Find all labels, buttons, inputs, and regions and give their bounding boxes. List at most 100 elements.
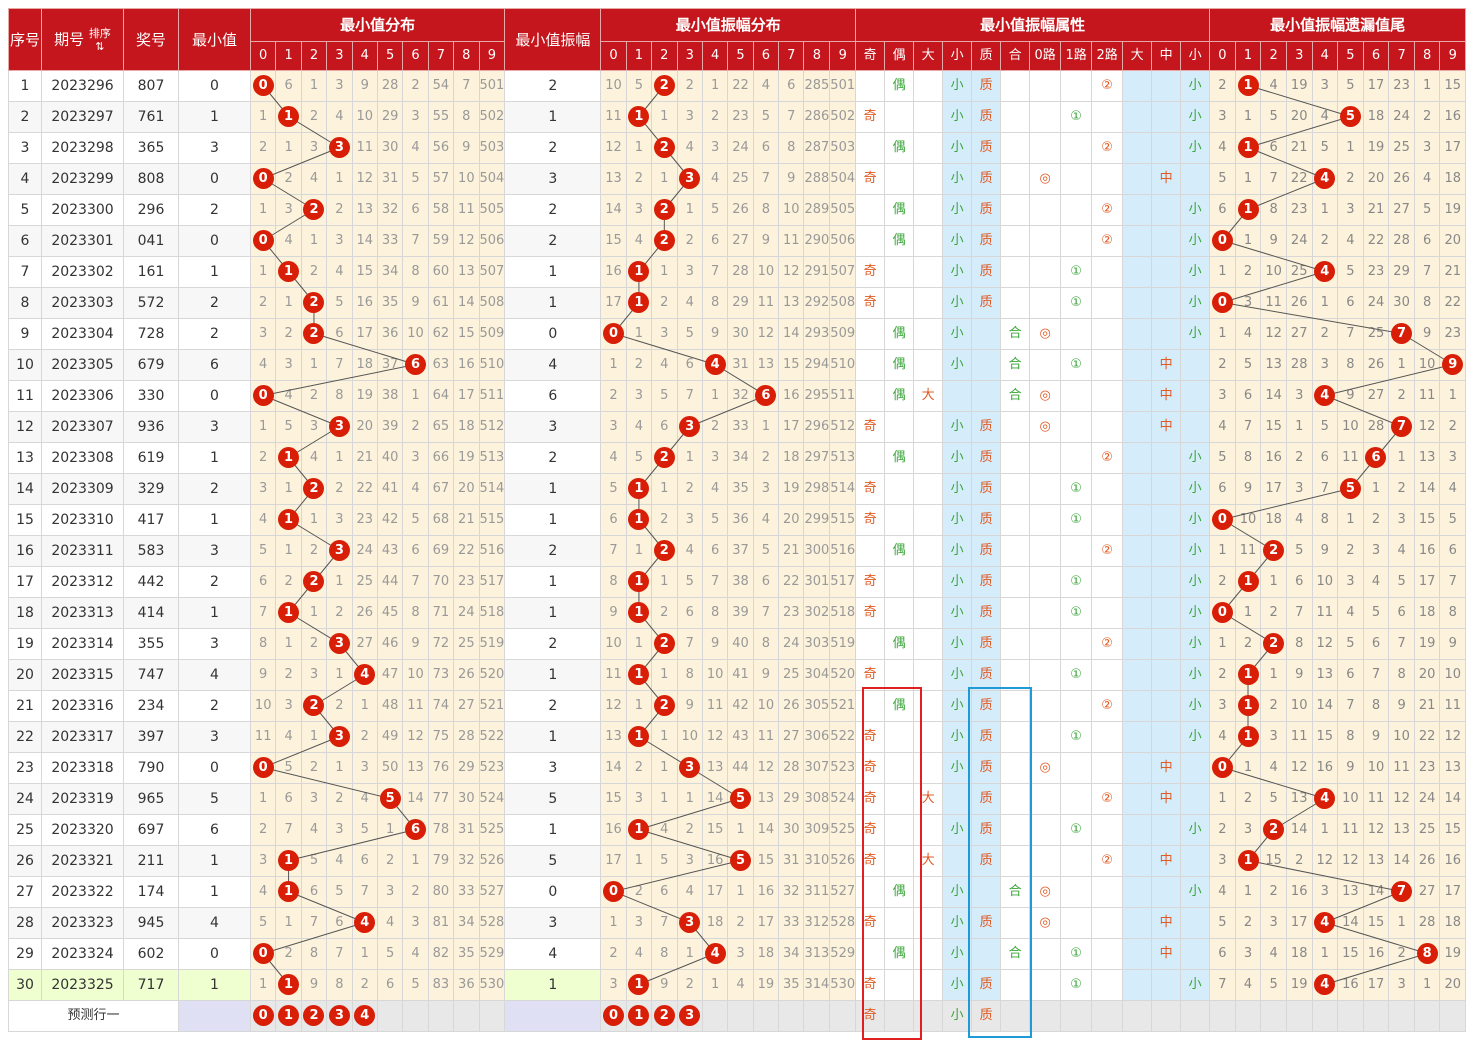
dist-ball: 0 (252, 385, 274, 406)
attr-cell (1122, 256, 1153, 288)
sort-button[interactable]: 排序 ⇅ (88, 26, 111, 53)
trail-ball: 0 (1211, 230, 1233, 251)
trail-miss-cell: 18 (1439, 907, 1467, 939)
row-issue: 2023307 (41, 411, 124, 443)
trail-ball-cell: 1 (1234, 721, 1262, 753)
attr-cell (1000, 442, 1031, 474)
ampdist-miss-cell: 10 (701, 659, 729, 691)
dist-miss-cell: 34 (376, 256, 404, 288)
trail-miss-cell: 2 (1337, 163, 1364, 195)
ampdist-digit-header: 4 (701, 41, 729, 71)
ampdist-miss-cell: 291 (803, 256, 831, 288)
trail-miss-cell: 27 (1285, 318, 1313, 350)
row-min-value: 3 (178, 721, 251, 753)
attr-cell: 小 (942, 690, 973, 722)
trail-miss-cell: 4 (1234, 318, 1262, 350)
trail-miss-cell: 10 (1285, 690, 1313, 722)
attr-cell (1029, 938, 1062, 970)
ampdist-ball-cell: 3 (676, 411, 703, 443)
attr-cell (1091, 380, 1124, 412)
dist-miss-cell: 5 (402, 969, 429, 1001)
trail-ball-cell: 4 (1311, 163, 1339, 195)
trail-ball-cell: 1 (1234, 70, 1262, 102)
dist-miss-cell: 2 (275, 318, 302, 350)
table-row: 21 2023316 234 2 10 3 2 2 1 48 11 74 27 521 2 12 1 2 9 11 42… (8, 690, 1467, 722)
dist-miss-cell: 21 (453, 504, 480, 536)
trail-miss-cell: 3 (1413, 132, 1441, 164)
dist-miss-cell: 13 (351, 194, 378, 226)
dist-ball-cell: 3 (326, 721, 353, 753)
attr-cell: 偶 (884, 194, 915, 226)
attr-cell (913, 163, 944, 195)
row-min-value: 1 (178, 442, 251, 474)
attr-cell (1122, 411, 1153, 443)
row-number: 619 (123, 442, 179, 474)
dist-miss-cell: 1 (249, 969, 277, 1001)
attr-cell: 偶 (884, 442, 915, 474)
attr-cell (1122, 194, 1153, 226)
dist-ball-cell: 0 (249, 225, 277, 257)
dist-miss-cell: 3 (275, 690, 302, 722)
dist-miss-cell: 5 (326, 876, 353, 908)
trail-miss-cell: 4 (1388, 535, 1415, 567)
attr-cell (1029, 225, 1062, 257)
trail-miss-cell: 13 (1260, 349, 1287, 381)
trail-miss-cell: 4 (1337, 225, 1364, 257)
ampdist-digit-header: 0 (600, 41, 627, 71)
ampdist-miss-cell: 288 (803, 163, 831, 195)
dist-miss-cell: 4 (402, 132, 429, 164)
trail-miss-cell: 20 (1413, 659, 1441, 691)
row-number: 296 (123, 194, 179, 226)
row-number: 234 (123, 690, 179, 722)
ampdist-ball-cell: 1 (625, 473, 653, 505)
row-amp-value: 2 (504, 194, 602, 226)
ampdist-ball: 1 (628, 974, 650, 995)
ampdist-miss-cell: 6 (701, 225, 729, 257)
dist-miss-cell: 3 (300, 659, 328, 691)
prediction-ampdist-cell (701, 1000, 729, 1032)
trail-miss-cell: 7 (1311, 473, 1339, 505)
trail-ball-cell: 7 (1388, 318, 1415, 350)
attr-cell (1122, 132, 1153, 164)
row-min-value: 0 (178, 225, 251, 257)
ampdist-miss-cell: 6 (778, 70, 805, 102)
row-amp-value: 0 (504, 876, 602, 908)
trail-miss-cell: 11 (1362, 783, 1390, 815)
attr-cell (913, 690, 944, 722)
attr-cell (1060, 380, 1093, 412)
ampdist-miss-cell: 11 (600, 101, 627, 133)
ampdist-miss-cell: 20 (778, 504, 805, 536)
ampdist-miss-cell: 7 (676, 380, 703, 412)
dist-miss-cell: 29 (453, 752, 480, 784)
prediction-dist-ball: 1 (278, 1005, 300, 1026)
ampdist-miss-cell: 9 (752, 225, 780, 257)
dist-miss-cell: 9 (351, 70, 378, 102)
attr-cell: 质 (971, 101, 1002, 133)
prediction-ampdist-cell: 1 (625, 1000, 653, 1032)
attr-cell (1180, 845, 1211, 877)
col-issue-header[interactable]: 期号 排序 ⇅ (41, 8, 124, 71)
trail-miss-cell: 1 (1234, 752, 1262, 784)
dist-miss-cell: 27 (453, 690, 480, 722)
dist-ball: 1 (278, 881, 300, 902)
ampdist-miss-cell: 301 (803, 566, 831, 598)
ampdist-miss-cell: 292 (803, 287, 831, 319)
row-issue: 2023321 (41, 845, 124, 877)
trail-miss-cell: 10 (1234, 504, 1262, 536)
ampdist-miss-cell: 19 (752, 969, 780, 1001)
attr-cell: 小 (942, 225, 973, 257)
attr-cell (1091, 876, 1124, 908)
attr-cell (1091, 504, 1124, 536)
dist-miss-cell: 510 (478, 349, 506, 381)
attr-cell: 小 (942, 535, 973, 567)
ampdist-miss-cell: 27 (778, 721, 805, 753)
trail-miss-cell: 6 (1439, 535, 1467, 567)
ampdist-miss-cell: 13 (701, 752, 729, 784)
ampdist-miss-cell: 25 (727, 163, 754, 195)
trail-ball-cell: 1 (1234, 194, 1262, 226)
ampdist-ball: 2 (653, 447, 675, 468)
dist-miss-cell: 61 (427, 287, 455, 319)
trail-miss-cell: 12 (1311, 845, 1339, 877)
attr-cell: 小 (1180, 442, 1211, 474)
attr-cell (1029, 814, 1062, 846)
